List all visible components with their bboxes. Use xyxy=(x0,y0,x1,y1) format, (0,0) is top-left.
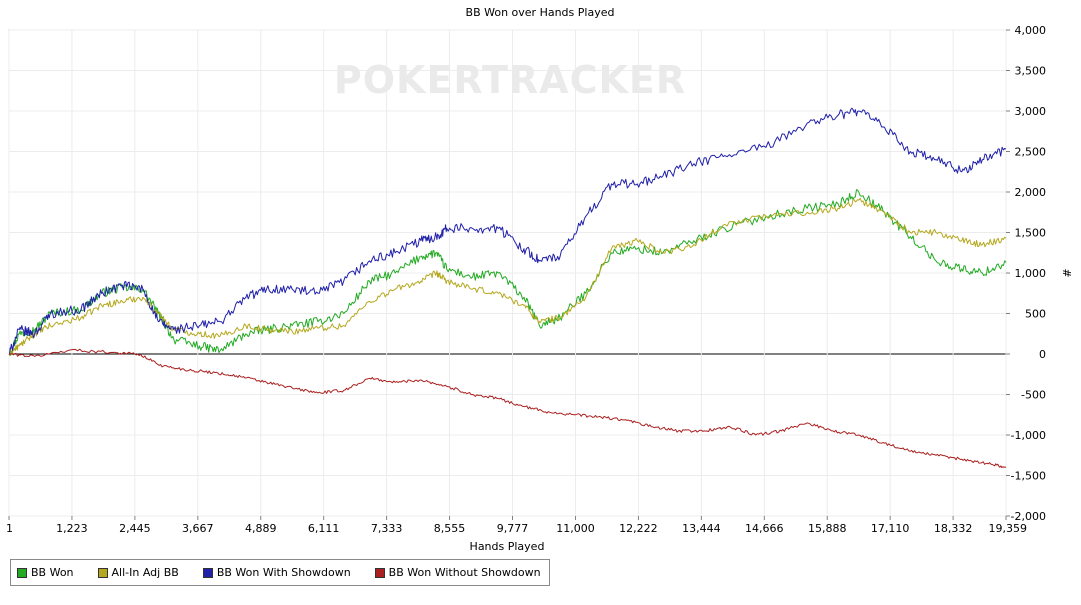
chart-title: BB Won over Hands Played xyxy=(466,6,615,19)
x-axis: 1 1,223 2,445 3,667 4,889 6,111 7,333 8,555 9,77… xyxy=(6,516,1027,535)
legend-swatch-bb-won-without-showdown xyxy=(374,567,385,578)
y-tick-label: 500 xyxy=(1025,308,1046,321)
legend-swatch-all-in-adj-bb xyxy=(97,567,108,578)
x-tick-label: 19,359 xyxy=(989,522,1028,535)
y-tick-label: -2,000 xyxy=(1011,510,1046,523)
series-line-all-in-adj-bb xyxy=(8,197,1007,356)
x-tick-label: 8,555 xyxy=(434,522,466,535)
legend-item-all-in-adj-bb[interactable]: All-In Adj BB xyxy=(97,566,179,579)
watermark-logo: POKERTRACKER xyxy=(334,58,686,102)
y-tick-label: 3,500 xyxy=(1015,65,1047,78)
x-tick-label: 11,000 xyxy=(556,522,595,535)
y-tick-label: 1,500 xyxy=(1015,227,1047,240)
x-tick-label: 15,888 xyxy=(808,522,847,535)
series-line-bb-won-without-showdown xyxy=(8,348,1007,469)
legend-label: All-In Adj BB xyxy=(111,566,179,579)
y-axis-label: # xyxy=(1060,268,1073,277)
legend-item-bb-won-without-showdown[interactable]: BB Won Without Showdown xyxy=(374,566,541,579)
x-tick-label: 18,332 xyxy=(934,522,973,535)
x-tick-label: 1 xyxy=(6,522,13,535)
y-tick-label: -1,500 xyxy=(1011,470,1046,483)
y-tick-label: 2,500 xyxy=(1015,146,1047,159)
y-tick-label: 4,000 xyxy=(1015,24,1047,37)
x-tick-label: 14,666 xyxy=(745,522,784,535)
legend-swatch-bb-won-with-showdown xyxy=(202,567,213,578)
y-axis: 4,000 3,500 3,000 2,500 2,000 1,500 1,000 500 0 -… xyxy=(1006,24,1046,523)
y-tick-label: -500 xyxy=(1021,389,1046,402)
legend-item-bb-won-with-showdown[interactable]: BB Won With Showdown xyxy=(202,566,351,579)
x-tick-label: 13,444 xyxy=(682,522,721,535)
x-tick-label: 9,777 xyxy=(497,522,529,535)
series-group xyxy=(8,107,1007,469)
legend-label: BB Won With Showdown xyxy=(216,566,351,579)
y-tick-label: 2,000 xyxy=(1015,186,1047,199)
grid-lines xyxy=(8,29,1007,517)
y-tick-label: 3,000 xyxy=(1015,105,1047,118)
y-tick-label: 0 xyxy=(1039,348,1046,361)
x-tick-label: 6,111 xyxy=(308,522,340,535)
x-tick-label: 3,667 xyxy=(182,522,214,535)
legend-label: BB Won xyxy=(31,566,74,579)
legend-label: BB Won Without Showdown xyxy=(388,566,541,579)
y-tick-label: -1,000 xyxy=(1011,429,1046,442)
x-tick-label: 7,333 xyxy=(371,522,403,535)
x-tick-label: 4,889 xyxy=(245,522,277,535)
x-tick-label: 1,223 xyxy=(56,522,88,535)
y-tick-label: 1,000 xyxy=(1015,267,1047,280)
series-line-bb-won-with-showdown xyxy=(8,107,1007,355)
legend-item-bb-won[interactable]: BB Won xyxy=(17,566,74,579)
x-tick-label: 12,222 xyxy=(619,522,658,535)
legend: BB Won All-In Adj BB BB Won With Showdow… xyxy=(10,559,550,586)
x-tick-label: 2,445 xyxy=(119,522,151,535)
x-tick-label: 17,110 xyxy=(871,522,910,535)
x-axis-label: Hands Played xyxy=(470,540,545,553)
legend-swatch-bb-won xyxy=(17,567,27,578)
